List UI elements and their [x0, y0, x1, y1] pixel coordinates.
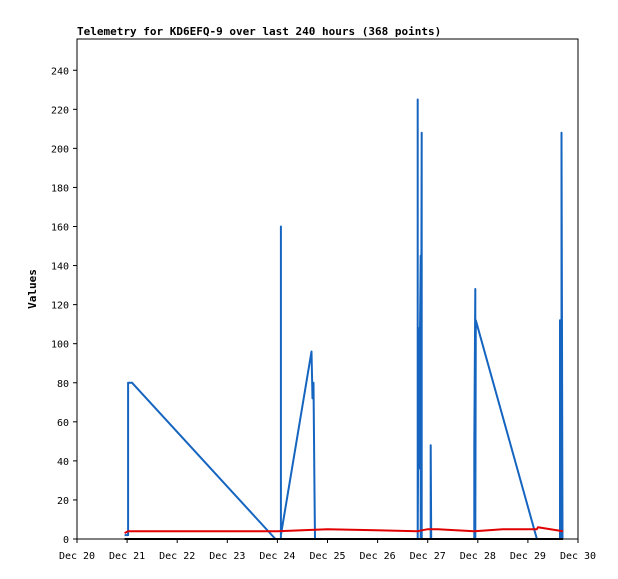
y-tick-label: 0	[63, 535, 69, 546]
x-tick-label: Dec 26	[360, 551, 396, 562]
y-tick-label: 240	[51, 66, 69, 77]
plot-frame	[76, 38, 579, 540]
x-axis: Dec 20 Dec 21 Dec 22 Dec 23 Dec 24 Dec 25 Dec …	[59, 539, 596, 562]
x-tick-label: Dec 22	[159, 551, 195, 562]
x-tick-label: Dec 24	[259, 551, 295, 562]
y-tick-label: 120	[51, 301, 69, 312]
y-axis: 0 20 40 60 80 100 120 140 160 180 200 220 240	[51, 66, 77, 546]
x-tick-label: Dec 23	[209, 551, 245, 562]
x-tick-label: Dec 21	[109, 551, 145, 562]
y-tick-label: 160	[51, 223, 69, 234]
x-tick-label: Dec 20	[59, 551, 95, 562]
x-tick-label: Dec 27	[410, 551, 446, 562]
y-tick-label: 60	[57, 418, 69, 429]
x-tick-label: Dec 28	[460, 551, 496, 562]
y-tick-label: 40	[57, 457, 69, 468]
y-tick-label: 20	[57, 496, 69, 507]
x-tick-label: Dec 29	[510, 551, 546, 562]
y-tick-label: 100	[51, 340, 69, 351]
y-tick-label: 140	[51, 262, 69, 273]
chart-title: Telemetry for KD6EFQ-9 over last 240 hou…	[77, 25, 441, 38]
series-line-2	[124, 526, 564, 534]
series-layer	[124, 98, 564, 540]
y-tick-label: 200	[51, 144, 69, 155]
series-line-1	[124, 98, 564, 540]
y-axis-label: Values	[26, 269, 39, 309]
y-tick-label: 220	[51, 105, 69, 116]
x-tick-label: Dec 30	[560, 551, 596, 562]
y-tick-label: 180	[51, 183, 69, 194]
y-tick-label: 80	[57, 379, 69, 390]
x-tick-label: Dec 25	[309, 551, 345, 562]
